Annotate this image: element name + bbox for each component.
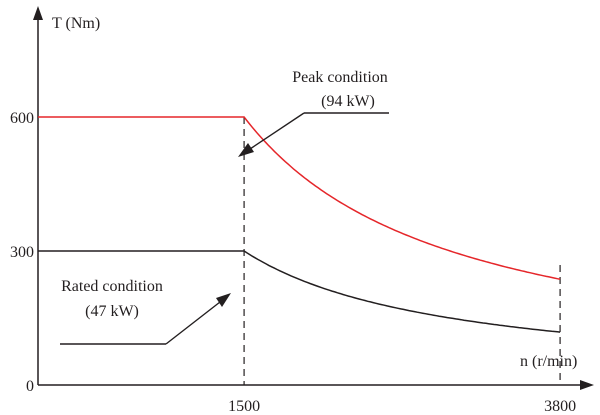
- y-axis-title: T (Nm): [52, 15, 100, 32]
- y-tick-label-300: 300: [10, 244, 34, 261]
- x-tick-label-1500: 1500: [228, 398, 260, 415]
- annotation-peak-pointer: [249, 112, 305, 150]
- labels-layer: Peak condition (94 kW) Rated condition (47 …: [60, 69, 389, 345]
- y-axis-arrow: [33, 6, 43, 20]
- x-axis-arrow: [580, 380, 594, 390]
- annotation-rated-title: Rated condition: [61, 278, 163, 295]
- y-tick-label-600: 600: [10, 110, 34, 127]
- annotation-peak-power: (94 kW): [321, 93, 375, 110]
- axes: T (Nm) n (r/min) 0 300 600 1500 3800: [10, 6, 594, 415]
- annotation-rated-arrowhead: [216, 293, 231, 307]
- annotation-peak-arrowhead: [238, 143, 254, 157]
- series-line-rated: [38, 250, 561, 333]
- series-layer: [38, 116, 561, 333]
- series-line-peak: [38, 116, 561, 280]
- y-tick-label-0: 0: [26, 378, 34, 395]
- annotation-rated-pointer: [165, 301, 221, 345]
- annotation-peak-title: Peak condition: [292, 69, 388, 86]
- x-axis-title: n (r/min): [520, 353, 577, 370]
- annotation-rated-power: (47 kW): [85, 303, 139, 320]
- x-tick-label-3800: 3800: [544, 398, 576, 415]
